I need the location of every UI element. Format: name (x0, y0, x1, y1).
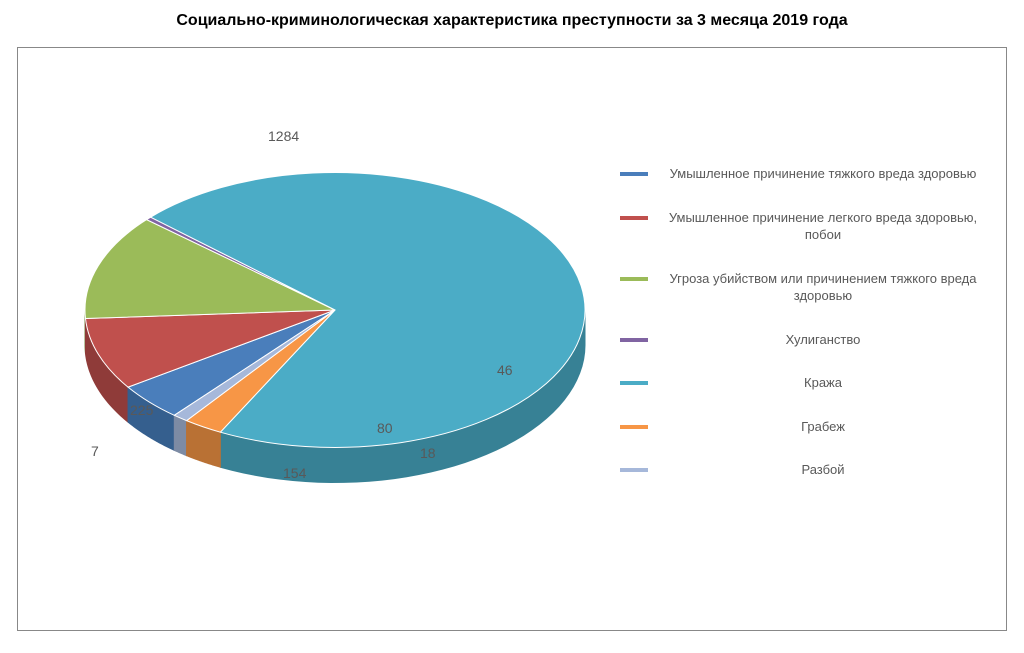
legend-item: Умышленное причинение тяжкого вреда здор… (620, 165, 990, 183)
legend: Умышленное причинение тяжкого вреда здор… (620, 165, 990, 505)
legend-swatch (620, 425, 648, 429)
legend-label: Кража (656, 374, 990, 392)
legend-swatch (620, 381, 648, 385)
legend-label: Грабеж (656, 418, 990, 436)
pie-slice-side (174, 415, 186, 455)
legend-item: Хулиганство (620, 331, 990, 349)
legend-label: Умышленное причинение легкого вреда здор… (656, 209, 990, 244)
legend-swatch (620, 338, 648, 342)
legend-item: Разбой (620, 461, 990, 479)
data-label: 46 (497, 362, 513, 378)
data-label: 7 (91, 443, 99, 459)
legend-item: Угроза убийством или причинением тяжкого… (620, 270, 990, 305)
legend-swatch (620, 216, 648, 220)
legend-swatch (620, 277, 648, 281)
legend-item: Умышленное причинение легкого вреда здор… (620, 209, 990, 244)
data-label: 154 (283, 465, 306, 481)
legend-label: Угроза убийством или причинением тяжкого… (656, 270, 990, 305)
data-label: 1284 (268, 128, 299, 144)
data-label: 225 (130, 402, 153, 418)
data-label: 18 (420, 445, 436, 461)
legend-label: Умышленное причинение тяжкого вреда здор… (656, 165, 990, 183)
legend-label: Разбой (656, 461, 990, 479)
legend-item: Кража (620, 374, 990, 392)
data-label: 80 (377, 420, 393, 436)
legend-swatch (620, 468, 648, 472)
legend-swatch (620, 172, 648, 176)
legend-item: Грабеж (620, 418, 990, 436)
legend-label: Хулиганство (656, 331, 990, 349)
